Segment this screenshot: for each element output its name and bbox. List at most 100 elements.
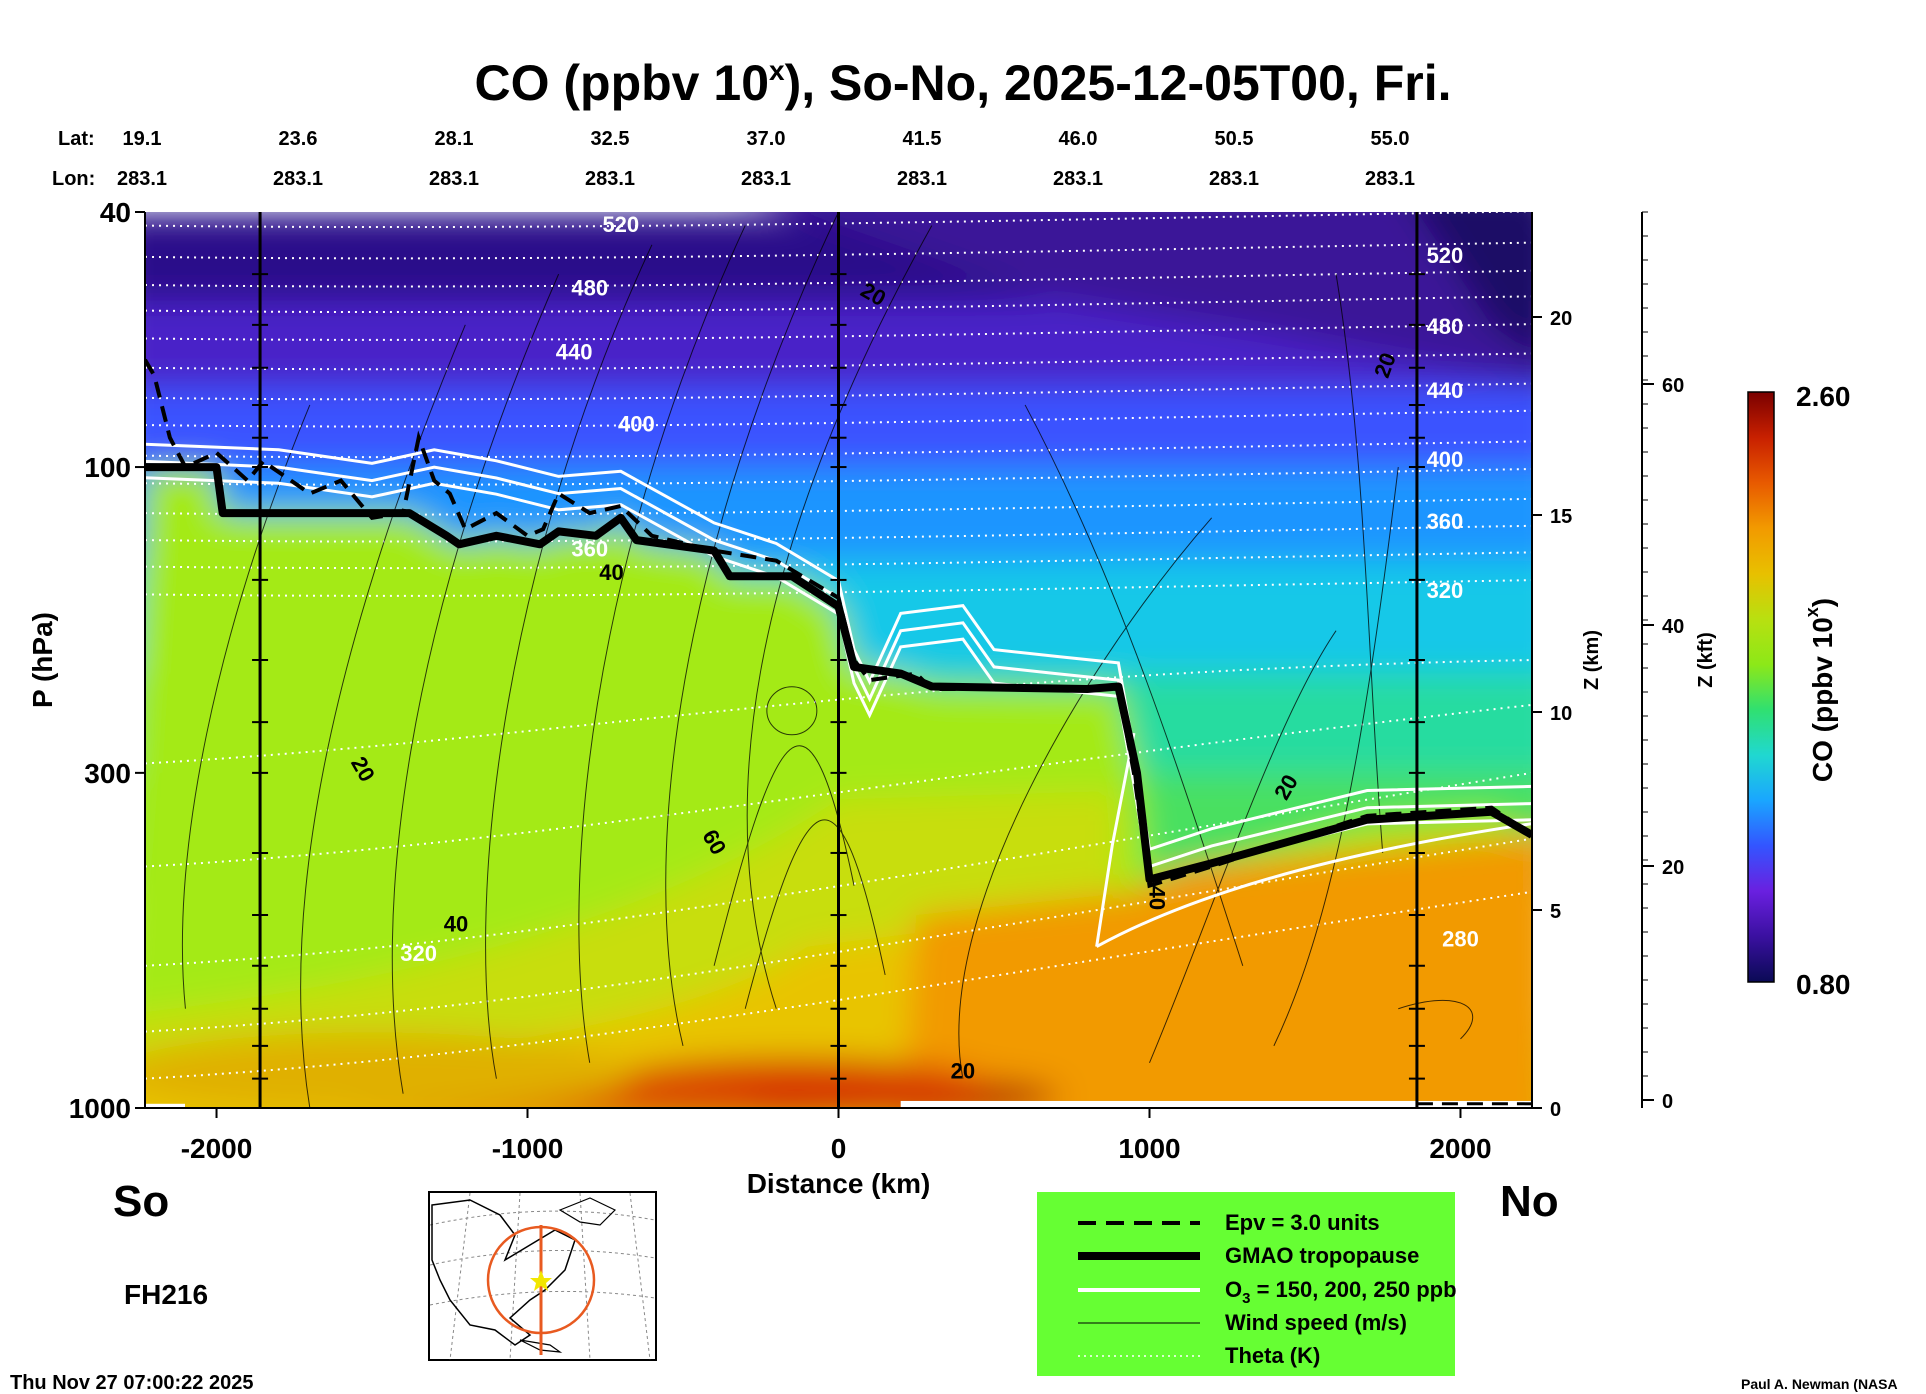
wind-line	[391, 273, 560, 1094]
wind-label: 20	[951, 1059, 975, 1084]
north-label: No	[1500, 1177, 1559, 1226]
forecast-hour: FH216	[124, 1279, 208, 1310]
theta-line	[145, 659, 1532, 765]
lat-value: 41.5	[903, 128, 942, 150]
lon-value: 283.1	[897, 168, 947, 190]
lat-value: 32.5	[591, 128, 630, 150]
zkm-tick-label: 0	[1550, 1099, 1561, 1121]
zkft-axis-label: Z (kft)	[1695, 632, 1717, 688]
theta-label: 360	[1427, 509, 1464, 534]
zkm-axis-label: Z (km)	[1581, 630, 1603, 690]
lon-label: Lon:	[52, 168, 95, 190]
wind-line	[578, 225, 746, 1063]
lon-value: 283.1	[585, 168, 635, 190]
theta-label: 280	[1442, 927, 1479, 952]
lon-value: 283.1	[1365, 168, 1415, 190]
wind-line	[746, 225, 933, 1009]
lat-value: 28.1	[435, 128, 474, 150]
x-tick-label: 2000	[1429, 1133, 1491, 1164]
lat-value: 46.0	[1059, 128, 1098, 150]
zkm-tick-label: 20	[1550, 308, 1572, 330]
chart-title: CO (ppbv 10x), So-No, 2025-12-05T00, Fri…	[475, 55, 1452, 111]
theta-label: 440	[556, 340, 593, 365]
zkft-tick-label: 60	[1662, 375, 1684, 397]
y-tick-label: 100	[84, 452, 131, 483]
lat-value: 55.0	[1371, 128, 1410, 150]
colorbar-label: CO (ppbv 10x)	[1802, 598, 1838, 782]
lon-value: 283.1	[273, 168, 323, 190]
wind-line	[713, 745, 855, 966]
zkm-tick-label: 10	[1550, 703, 1572, 725]
y-axis-label: P (hPa)	[27, 612, 58, 708]
theta-label: 400	[1427, 447, 1464, 472]
theta-contours	[145, 212, 1532, 1080]
zkft-tick-label: 20	[1662, 857, 1684, 879]
wind-line	[744, 819, 886, 1009]
theta-label: 520	[602, 212, 639, 237]
tropopause-line	[145, 463, 1532, 884]
contour-labels: 520 480 440 400 360 320 280 520 480 440 400 360 320 2…	[346, 212, 1479, 1084]
zkm-tick-label: 5	[1550, 901, 1561, 923]
y-tick-label: 300	[84, 758, 131, 789]
wind-line	[958, 517, 1213, 1079]
colorbar-ramp	[1747, 391, 1775, 983]
zkft-tick-label: 40	[1662, 616, 1684, 638]
zkm-tick-label: 15	[1550, 506, 1572, 528]
lon-value: 283.1	[429, 168, 479, 190]
credit: Paul A. Newman (NASA	[1741, 1376, 1898, 1392]
theta-label: 360	[571, 537, 608, 562]
wind-line	[1273, 466, 1399, 1047]
theta-label: 400	[618, 411, 655, 436]
wind-line	[1024, 404, 1244, 966]
lon-value: 283.1	[117, 168, 167, 190]
y-tick-label: 40	[100, 197, 131, 228]
terrain	[900, 1100, 1532, 1108]
x-tick-label: -1000	[492, 1133, 564, 1164]
legend-epv: Epv = 3.0 units	[1225, 1210, 1380, 1235]
trop-orange	[903, 833, 1532, 1108]
wind-label: 40	[599, 560, 623, 585]
x-axis-label: Distance (km)	[747, 1168, 931, 1199]
wind-line	[665, 212, 839, 1047]
theta-label: 520	[1427, 243, 1464, 268]
legend-o3: O3 = 150, 200, 250 ppb	[1225, 1277, 1457, 1307]
strat-darkest	[1417, 212, 1532, 353]
lon-value: 283.1	[1053, 168, 1103, 190]
lat-value: 50.5	[1215, 128, 1254, 150]
legend: Epv = 3.0 units GMAO tropopause O3 = 150…	[1037, 1192, 1457, 1376]
wind-line	[766, 686, 818, 736]
wind-label: 40	[444, 911, 468, 936]
wind-contours	[182, 212, 1473, 1108]
surface-yellow	[145, 1032, 632, 1108]
y-tick-label: 1000	[69, 1093, 131, 1124]
theta-label: 480	[571, 276, 608, 301]
theta-label: 320	[1427, 578, 1464, 603]
wind-line	[1335, 274, 1384, 853]
timestamp: Thu Nov 27 07:00:22 2025	[10, 1372, 253, 1394]
wind-line	[1149, 630, 1337, 1063]
overlays: 520 480 440 400 360 320 280 520 480 440 400 360 320 2…	[145, 212, 1532, 1108]
legend-tropopause: GMAO tropopause	[1225, 1243, 1419, 1268]
colorbar: 2.60 0.80 CO (ppbv 10x)	[1747, 381, 1851, 1000]
x-tick-label: -2000	[181, 1133, 253, 1164]
colorbar-max: 2.60	[1796, 381, 1851, 412]
wind-line	[485, 244, 653, 1079]
theta-label: 440	[1427, 378, 1464, 403]
lon-value: 283.1	[741, 168, 791, 190]
x-tick-label: 0	[831, 1133, 847, 1164]
lat-value: 19.1	[123, 128, 162, 150]
x-tick-label: 1000	[1118, 1133, 1180, 1164]
lon-value: 283.1	[1209, 168, 1259, 190]
theta-label: 320	[400, 941, 437, 966]
colorbar-min: 0.80	[1796, 969, 1851, 1000]
lat-value: 37.0	[747, 128, 786, 150]
wind-line	[300, 324, 466, 1108]
wind-label: 40	[1144, 886, 1169, 910]
legend-theta: Theta (K)	[1225, 1343, 1320, 1368]
lat-value: 23.6	[279, 128, 318, 150]
theta-label: 480	[1427, 314, 1464, 339]
legend-wind: Wind speed (m/s)	[1225, 1310, 1407, 1335]
wind-line	[182, 404, 311, 1009]
